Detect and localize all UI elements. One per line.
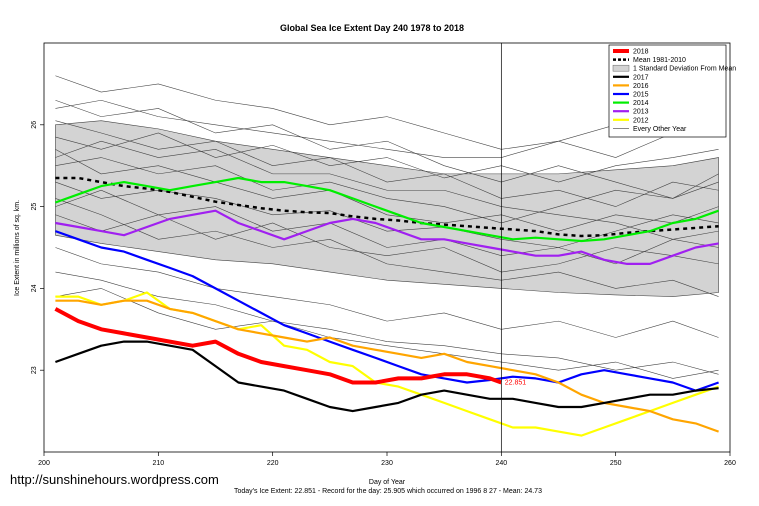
legend-entry-2017-label: 2017 (633, 74, 649, 81)
y-axis-label: Ice Extent in millions of sq. km. (14, 200, 21, 296)
x-tick-label-250: 250 (610, 460, 622, 467)
y-tick-label-25: 25 (31, 203, 38, 211)
other-year-line-7 (55, 288, 719, 379)
x-ticks: 200 210 220 230 240 250 260 (38, 452, 736, 467)
other-year-line-4 (55, 157, 719, 224)
x-axis-label: Day of Year (369, 479, 406, 486)
other-year-line-2 (55, 99, 719, 158)
other-years-layer (55, 75, 719, 379)
legend-entry-2014-label: 2014 (633, 100, 649, 107)
other-year-line-9 (55, 120, 719, 207)
x-tick-label-260: 260 (724, 460, 736, 467)
std-deviation-band-layer (55, 120, 719, 297)
series-2012 (55, 291, 719, 437)
x-tick-label-220: 220 (267, 460, 279, 467)
legend-entry-2018-label: 2018 (633, 49, 649, 56)
y-tick-label-26: 26 (31, 121, 38, 129)
other-year-line-12 (55, 271, 719, 375)
x-tick-label-240: 240 (495, 460, 507, 467)
legend-entry-2013-label: 2013 (633, 109, 649, 116)
series-2017 (55, 340, 719, 413)
y-ticks: 23 24 25 26 (31, 121, 44, 374)
today-value-label: 22.851 (505, 379, 527, 386)
series-2016 (55, 299, 719, 433)
legend-entry-1-standard-deviation-from-mean-label: 1 Standard Deviation From Mean (633, 66, 736, 73)
legend-entry-every-other-year-label: Every Other Year (633, 126, 687, 133)
legend-entry-2015-label: 2015 (633, 92, 649, 99)
x-tick-label-210: 210 (152, 460, 164, 467)
y-tick-label-23: 23 (31, 366, 38, 374)
legend-entry-1-standard-deviation-from-mean-swatch (612, 64, 630, 72)
legend-entry-2016-label: 2016 (633, 83, 649, 90)
y-tick-label-24: 24 (31, 284, 38, 292)
credit-link[interactable]: http://sunshinehours.wordpress.com (10, 472, 219, 487)
legend-box (608, 44, 727, 138)
other-year-line-8 (55, 149, 719, 232)
series-2015 (55, 230, 719, 392)
x-tick-label-200: 200 (38, 460, 50, 467)
series-2014 (55, 176, 719, 243)
other-year-line-15 (55, 198, 719, 297)
other-year-line-1 (55, 132, 719, 183)
footer-text: Today's Ice Extent: 22.851 - Record for … (234, 488, 542, 495)
chart-title: Global Sea Ice Extent Day 240 1978 to 20… (280, 23, 464, 33)
series-2018 (54, 307, 502, 385)
legend-entry-mean-1981-2010-label: Mean 1981-2010 (633, 57, 686, 64)
other-year-line-14 (55, 140, 719, 240)
other-year-line-6 (55, 247, 719, 338)
std-deviation-band (55, 120, 719, 297)
x-tick-label-230: 230 (381, 460, 393, 467)
series-layer (54, 176, 719, 437)
other-year-line-13 (55, 99, 719, 199)
other-year-line-11 (55, 181, 719, 248)
legend-entry-2012-label: 2012 (633, 117, 649, 124)
series-2013 (55, 209, 719, 265)
other-year-line-10 (55, 214, 719, 273)
vline-layer: 22.851 (500, 43, 527, 452)
